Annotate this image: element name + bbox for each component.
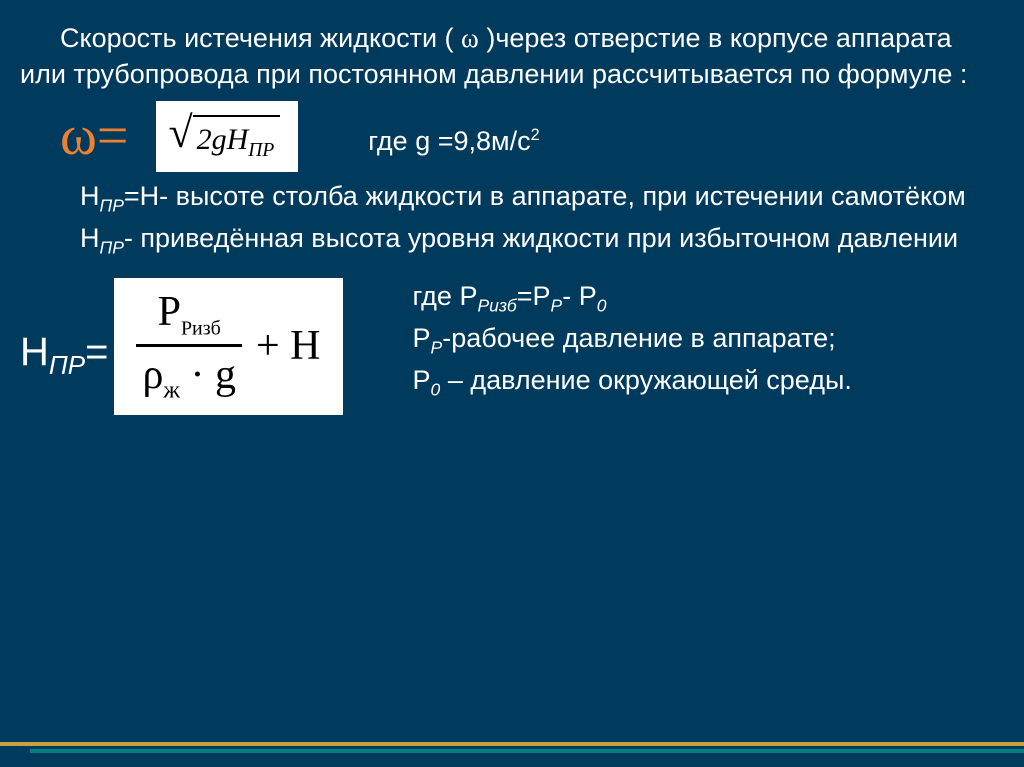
p2-rest: =Н- высоте столба жидкости в аппарате, п…	[124, 181, 966, 211]
ft-sub: Ризб	[181, 317, 221, 339]
intro-paragraph: Скорость истечения жидкости ( ω )через о…	[20, 20, 1004, 93]
formula-2-box: PРизб ρж · g + H	[114, 278, 342, 415]
sqrt-sub: ПР	[248, 140, 274, 161]
formula-1-row: ω= √ 2gHПР где g =9,8м/с2	[20, 101, 1004, 172]
d2-rest: -рабочее давление в аппарате;	[442, 323, 835, 353]
paragraph-hpr-reduced: НПР- приведённая высота уровня жидкости …	[20, 220, 1004, 260]
fb-dot: ·	[180, 352, 215, 398]
d3-sub: 0	[431, 379, 441, 399]
plus-h: + H	[256, 322, 321, 370]
d1-s3: 0	[597, 295, 607, 315]
sqrt-symbol: √	[168, 111, 192, 155]
d3-rest: – давление окружающей среды.	[440, 365, 852, 395]
d1-mid: =Р	[517, 281, 551, 311]
p2-hpr: Н	[80, 181, 100, 211]
decorative-stripes	[0, 742, 1024, 753]
p3-hpr-sub: ПР	[100, 237, 124, 257]
formula-2-row: НПР= PРизб ρж · g + H где РРизб=РР- Р0 Р…	[20, 278, 1004, 415]
f2-lhs-sub: ПР	[49, 350, 85, 380]
d2-pre: Р	[413, 323, 431, 353]
stripe-gold	[0, 742, 1024, 746]
formula-2-lhs: НПР=	[20, 330, 108, 381]
d1-s2: Р	[551, 295, 563, 315]
intro-text-1: Скорость истечения жидкости (	[60, 23, 461, 53]
fraction-bottom: ρж · g	[136, 347, 242, 404]
p3-hpr: Н	[80, 223, 100, 253]
formula-1-box: √ 2gHПР	[156, 101, 298, 172]
fraction: PРизб ρж · g	[136, 288, 242, 405]
fb-rho-sub: ж	[163, 378, 180, 404]
fb-rho: ρ	[142, 352, 163, 398]
def-p0: Р0 – давление окружающей среды.	[373, 362, 852, 402]
f2-lhs-eq: =	[85, 330, 108, 374]
g-constant: где g =9,8м/с2	[368, 126, 539, 157]
d1-mid2: - Р	[562, 281, 597, 311]
omega-symbol-inline: ω	[461, 23, 479, 53]
f2-lhs-main: Н	[20, 330, 49, 374]
p2-hpr-sub: ПР	[100, 195, 124, 215]
p3-rest: - приведённая высота уровня жидкости при…	[124, 223, 958, 253]
stripe-teal	[30, 749, 1024, 753]
fraction-top: PРизб	[140, 288, 239, 344]
fb-g: g	[215, 352, 236, 398]
d3-pre: Р	[413, 365, 431, 395]
right-definitions: где РРизб=РР- Р0 РР-рабочее давление в а…	[373, 278, 852, 404]
def-prizb: где РРизб=РР- Р0	[373, 278, 852, 318]
paragraph-hpr-h: НПР=Н- высоте столба жидкости в аппарате…	[20, 178, 1004, 218]
g-sup: 2	[531, 126, 540, 144]
sqrt-main: 2gH	[197, 123, 249, 156]
sqrt-body: 2gHПР	[193, 115, 281, 162]
d1-s1: Ризб	[477, 295, 516, 315]
formula-1-lhs: ω=	[60, 104, 128, 168]
d1-pre: где Р	[413, 281, 478, 311]
g-label: где g =9,8м/с	[368, 126, 530, 156]
def-pp: РР-рабочее давление в аппарате;	[373, 320, 852, 360]
ft-main: P	[158, 289, 181, 335]
d2-sub: Р	[431, 337, 443, 357]
